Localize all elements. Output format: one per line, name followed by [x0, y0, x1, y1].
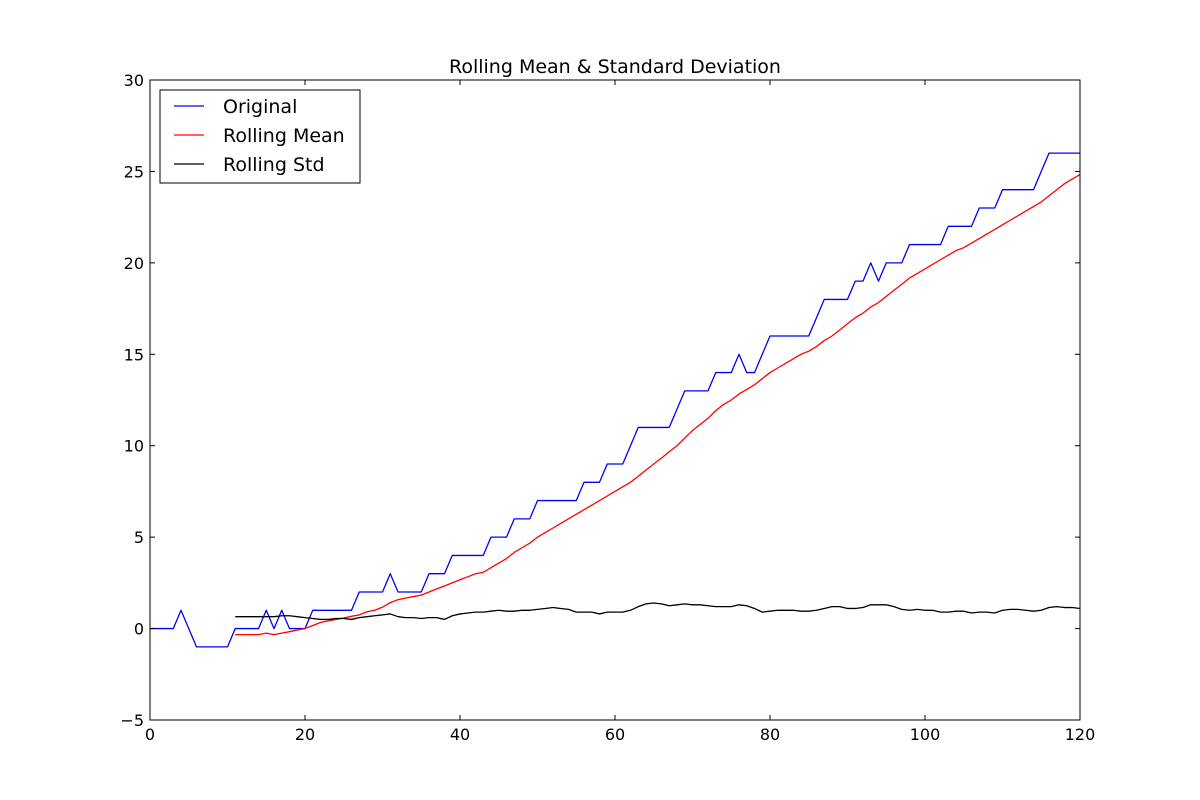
chart-title: Rolling Mean & Standard Deviation [449, 56, 781, 78]
x-tick-label: 80 [760, 725, 780, 744]
y-tick-label: 15 [124, 345, 144, 364]
y-tick-label: 25 [124, 162, 144, 181]
y-tick-label: 20 [124, 254, 144, 273]
y-tick-label: 30 [124, 71, 144, 90]
x-tick-label: 100 [910, 725, 941, 744]
axis-ticks [149, 79, 1081, 721]
series-line-2 [235, 602, 1081, 621]
x-tick-label: 120 [1065, 725, 1096, 744]
y-tick-label: 10 [124, 437, 144, 456]
legend-label-1: Rolling Mean [223, 125, 345, 147]
x-tick-label: 20 [295, 725, 315, 744]
legend: Original Rolling Mean Rolling Std [159, 89, 361, 184]
legend-label-2: Rolling Std [223, 154, 325, 176]
y-tick-label: 5 [134, 528, 144, 547]
x-tick-label: 60 [605, 725, 625, 744]
plot-lines [150, 152, 1081, 648]
y-tick-label: −5 [120, 711, 144, 730]
x-tick-label: 0 [145, 725, 155, 744]
y-tick-label: 0 [134, 620, 144, 639]
legend-label-0: Original [223, 96, 297, 118]
series-line-1 [235, 173, 1081, 636]
x-tick-label: 40 [450, 725, 470, 744]
